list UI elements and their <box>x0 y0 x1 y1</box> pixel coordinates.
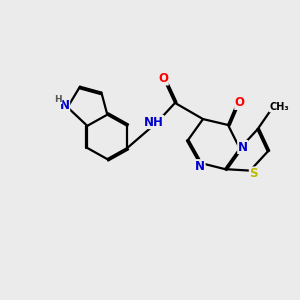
Text: S: S <box>249 167 258 180</box>
Text: N: N <box>195 160 205 173</box>
Text: CH₃: CH₃ <box>269 102 289 112</box>
Text: O: O <box>158 72 168 85</box>
Text: H: H <box>54 94 62 103</box>
Text: N: N <box>60 99 70 112</box>
Text: NH: NH <box>144 116 164 128</box>
Text: N: N <box>238 141 248 154</box>
Text: O: O <box>235 96 245 110</box>
